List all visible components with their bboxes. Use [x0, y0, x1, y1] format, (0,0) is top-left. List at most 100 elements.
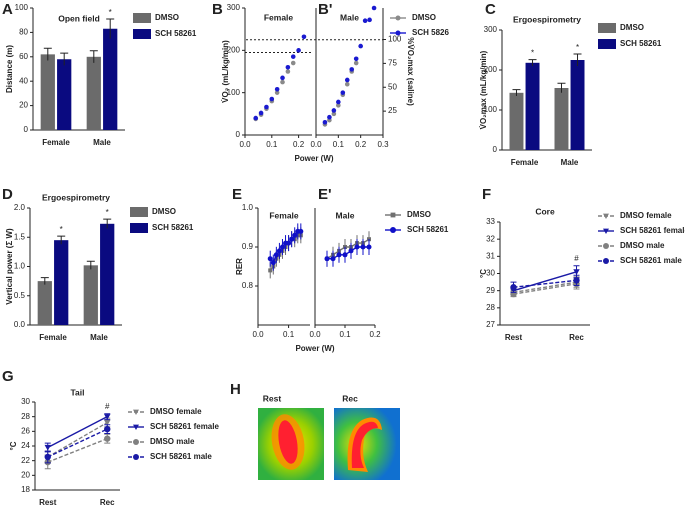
marker: [286, 240, 292, 246]
x-tick-label: 0.0: [310, 140, 322, 149]
bar: [37, 281, 52, 325]
error-bar: [512, 89, 521, 96]
legend-label: DMSO female: [150, 407, 202, 416]
y-tick-label: 20: [21, 470, 30, 479]
marker: [573, 269, 580, 275]
marker: [510, 284, 517, 291]
marker: [289, 236, 295, 242]
legend-label: SCH 58261 female: [150, 422, 219, 431]
y-tick-label: 27: [486, 320, 495, 329]
y-tick-label: 20: [19, 101, 28, 110]
chart-title: Female: [264, 12, 294, 22]
line: [47, 421, 108, 458]
error-bar: [573, 53, 582, 66]
y-tick-label: 2.0: [14, 203, 26, 212]
marker: [348, 248, 354, 254]
legend-marker: [603, 213, 609, 219]
point: [290, 54, 296, 59]
annotation: #: [105, 402, 110, 411]
panel-letter: C: [485, 1, 496, 18]
y2-tick-label: 75: [388, 58, 397, 67]
image-label: Rest: [263, 393, 282, 403]
point: [253, 115, 259, 121]
x-tick-label: 0.1: [339, 330, 351, 339]
legend-label: SCH 5826: [412, 28, 449, 37]
legend-marker: [133, 454, 139, 460]
marker: [279, 244, 285, 250]
annotation: #: [574, 254, 579, 263]
y-tick-label: 33: [486, 217, 495, 226]
marker: [330, 256, 336, 262]
y-axis-label: Distance (m): [5, 45, 14, 93]
panel-letter: A: [2, 1, 13, 18]
point: [280, 79, 285, 85]
y-tick-label: 100: [15, 3, 29, 12]
y-axis-label: V̇O₂ (mL/kg/min): [221, 40, 230, 103]
error-bar: [86, 260, 95, 270]
error-bar: [528, 59, 537, 66]
point: [362, 18, 368, 24]
x-tick-label: 0.1: [266, 140, 278, 149]
point: [301, 34, 307, 40]
x-tick-label: 0.1: [333, 140, 345, 149]
y-tick-label: 200: [227, 45, 241, 54]
marker: [354, 244, 360, 250]
legend-marker: [133, 424, 139, 430]
legend-swatch: [133, 29, 151, 39]
legend-marker: [390, 227, 396, 233]
chart-title: Male: [340, 12, 359, 22]
y-tick-label: 1.0: [242, 203, 254, 212]
error-bar: [103, 218, 112, 229]
legend-label: SCH 58261 male: [150, 452, 212, 461]
marker: [366, 244, 372, 250]
y-tick-label: 22: [21, 456, 30, 465]
x-tick-label: Female: [511, 158, 539, 167]
bar: [83, 265, 98, 325]
x-tick-label: Male: [90, 333, 108, 342]
y-tick-label: 40: [19, 76, 28, 85]
marker: [104, 425, 111, 433]
y-tick-label: 24: [21, 441, 30, 450]
point: [274, 90, 280, 95]
point: [344, 81, 350, 87]
chart-title: Tail: [70, 387, 84, 397]
marker: [276, 248, 282, 254]
point: [331, 111, 337, 117]
error-bar: [43, 47, 52, 61]
x-tick-label: Male: [93, 138, 111, 147]
point: [296, 48, 301, 53]
line: [47, 428, 108, 458]
thermal-image: [258, 408, 324, 480]
y-tick-label: 18: [21, 485, 30, 494]
bar: [86, 56, 101, 130]
x-tick-label: Rec: [569, 333, 584, 342]
annotation: *: [60, 225, 63, 234]
point: [367, 17, 372, 23]
y-tick-label: 29: [486, 286, 495, 295]
legend-label: DMSO: [412, 13, 436, 22]
bar: [570, 60, 585, 150]
x-tick-label: 0.2: [355, 140, 367, 149]
y-axis-label: Vertical power (Σ W): [5, 228, 14, 305]
annotation: *: [109, 8, 112, 17]
x-tick-label: 0.0: [309, 330, 321, 339]
y2-tick-label: 100: [388, 35, 402, 44]
x-tick-label: Rec: [100, 498, 115, 505]
x-tick-label: Male: [561, 158, 579, 167]
chart-title: Male: [336, 210, 355, 220]
bar: [40, 54, 55, 130]
legend-label: DMSO: [407, 210, 431, 219]
bar: [525, 62, 540, 150]
thermal-image: [334, 408, 400, 480]
y-tick-label: 32: [486, 234, 495, 243]
legend-swatch: [598, 23, 616, 33]
point: [340, 90, 346, 95]
y-tick-label: 200: [484, 65, 498, 74]
legend-label: DMSO: [620, 23, 644, 32]
marker: [573, 277, 580, 284]
legend-swatch: [133, 13, 151, 23]
x-axis-label: Power (W): [295, 344, 334, 353]
bar: [554, 88, 569, 150]
panel-letter: F: [482, 186, 491, 203]
panel-letter: D: [2, 186, 13, 203]
